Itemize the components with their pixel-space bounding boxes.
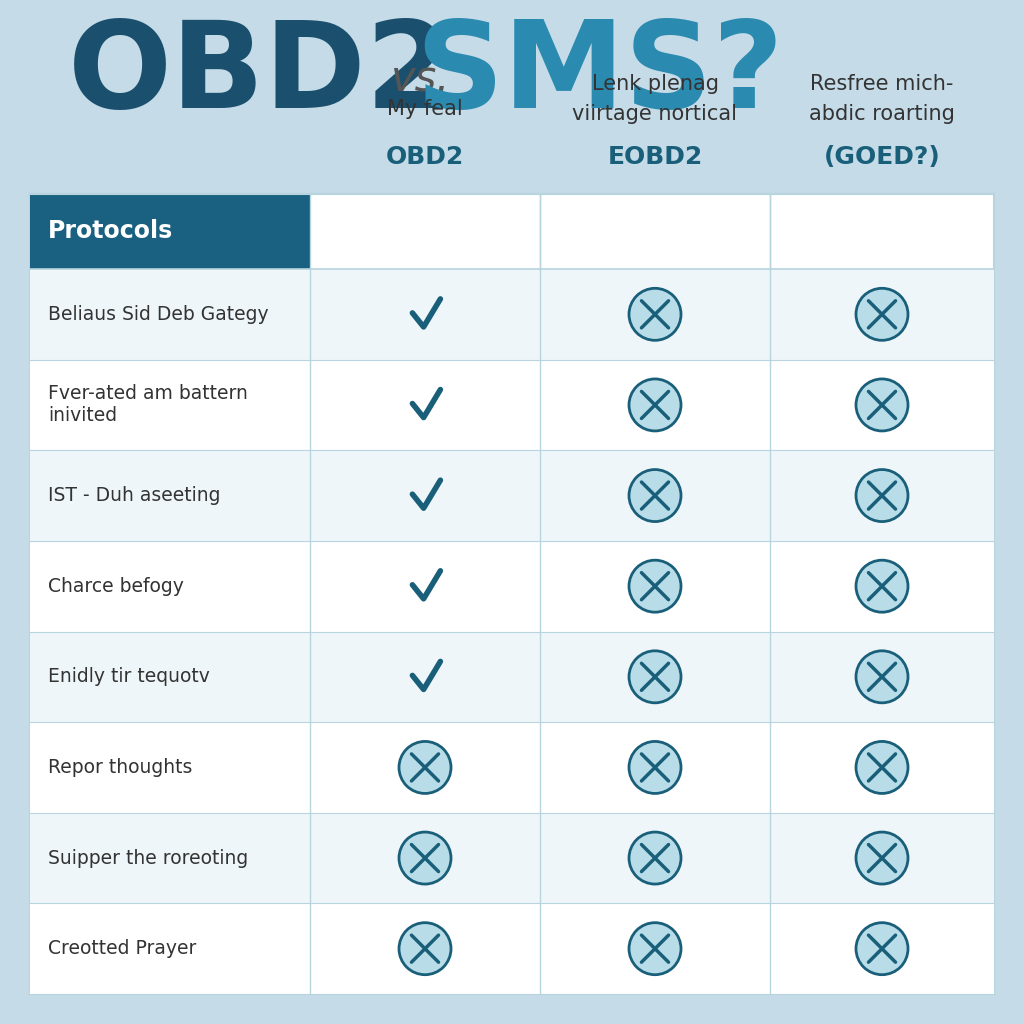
- Text: IST - Duh aseeting: IST - Duh aseeting: [48, 486, 220, 505]
- Bar: [30, 632, 994, 722]
- Circle shape: [399, 741, 451, 794]
- Text: Enidly tir tequotv: Enidly tir tequotv: [48, 668, 210, 686]
- Text: Suipper the roreoting: Suipper the roreoting: [48, 849, 248, 867]
- Circle shape: [856, 470, 908, 521]
- Circle shape: [629, 289, 681, 340]
- Bar: [30, 359, 994, 451]
- Bar: [30, 451, 994, 541]
- Text: vs.: vs.: [390, 58, 450, 100]
- Text: Repor thoughts: Repor thoughts: [48, 758, 193, 777]
- Text: Creotted Prayer: Creotted Prayer: [48, 939, 197, 958]
- Text: Protocols: Protocols: [48, 219, 173, 244]
- Text: Fver-ated am battern
inivited: Fver-ated am battern inivited: [48, 384, 248, 425]
- Circle shape: [629, 379, 681, 431]
- Text: viirtage nortical: viirtage nortical: [572, 104, 737, 124]
- Bar: [30, 813, 994, 903]
- Circle shape: [629, 651, 681, 702]
- Circle shape: [856, 833, 908, 884]
- Text: Charce befogy: Charce befogy: [48, 577, 184, 596]
- Circle shape: [629, 923, 681, 975]
- Text: My feal: My feal: [387, 99, 463, 119]
- Bar: [30, 903, 994, 994]
- Circle shape: [629, 833, 681, 884]
- Bar: [30, 722, 994, 813]
- Circle shape: [629, 470, 681, 521]
- Text: EOBD2: EOBD2: [607, 145, 702, 169]
- Circle shape: [856, 651, 908, 702]
- Text: (GOED?): (GOED?): [823, 145, 940, 169]
- Bar: [30, 194, 310, 269]
- Circle shape: [856, 289, 908, 340]
- Text: OBD2: OBD2: [69, 15, 452, 132]
- Circle shape: [629, 741, 681, 794]
- Circle shape: [856, 923, 908, 975]
- Text: Lenk plenag: Lenk plenag: [592, 74, 719, 94]
- Circle shape: [399, 833, 451, 884]
- Text: OBD2: OBD2: [386, 145, 464, 169]
- Text: SMS?: SMS?: [416, 15, 784, 132]
- Circle shape: [856, 560, 908, 612]
- Circle shape: [856, 741, 908, 794]
- Circle shape: [856, 379, 908, 431]
- Bar: [30, 541, 994, 632]
- Text: abdic roarting: abdic roarting: [809, 104, 955, 124]
- Text: Resfree mich-: Resfree mich-: [810, 74, 953, 94]
- Bar: [30, 194, 994, 994]
- Text: Beliaus Sid Deb Gategy: Beliaus Sid Deb Gategy: [48, 305, 268, 324]
- Circle shape: [629, 560, 681, 612]
- Circle shape: [399, 923, 451, 975]
- Bar: [30, 269, 994, 359]
